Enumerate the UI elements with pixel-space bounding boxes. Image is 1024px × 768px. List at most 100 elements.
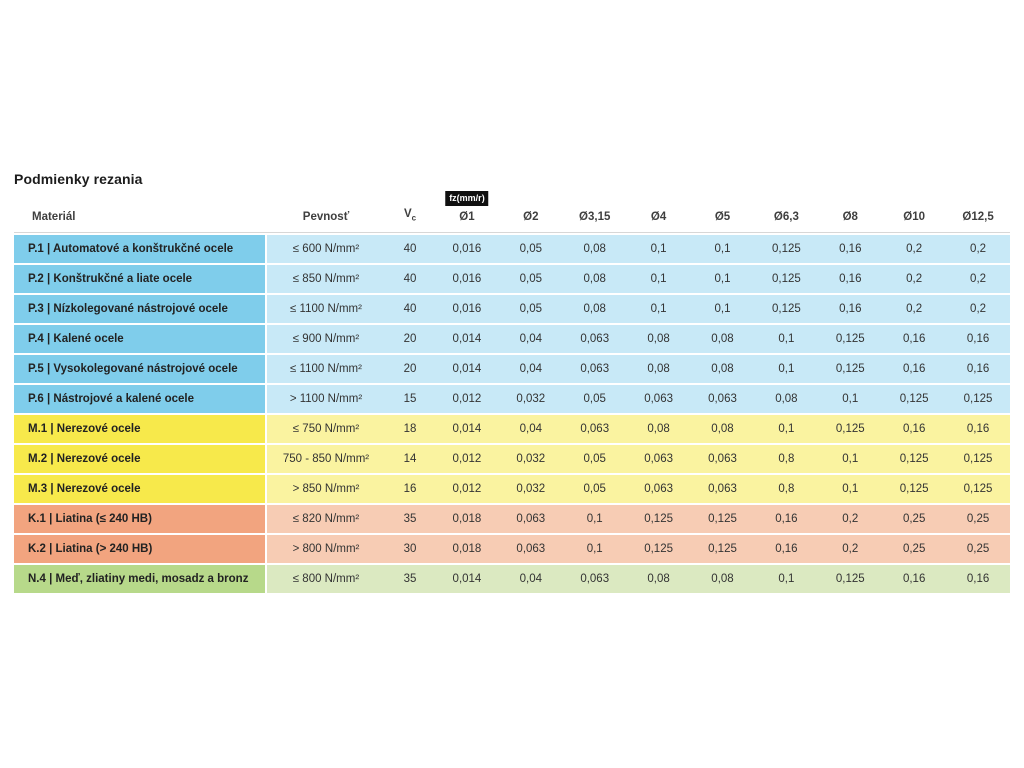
material-cell: K.2 | Liatina (> 240 HB)	[14, 535, 267, 563]
strength-cell: 750 - 850 N/mm²	[267, 445, 385, 473]
fz-value-cell: 0,04	[498, 565, 563, 593]
fz-value-cell: 0,04	[498, 355, 563, 383]
fz-value-cell: 0,125	[882, 475, 947, 503]
table-row: N.4 | Meď, zliatiny medi, mosadz a bronz…	[14, 565, 1010, 593]
fz-value-cell: 0,125	[882, 385, 947, 413]
vc-cell: 14	[385, 445, 435, 473]
fz-value-cell: 0,2	[818, 535, 883, 563]
fz-value-cell: 0,2	[882, 235, 947, 263]
fz-value-cell: 0,125	[818, 355, 883, 383]
fz-value-cell: 0,063	[562, 355, 627, 383]
fz-value-cell: 0,08	[562, 235, 627, 263]
vc-cell: 20	[385, 325, 435, 353]
strength-cell: ≤ 820 N/mm²	[267, 505, 385, 533]
fz-value-cell: 0,1	[626, 235, 691, 263]
fz-value-cell: 0,014	[435, 415, 499, 443]
fz-value-cell: 0,16	[818, 235, 883, 263]
material-cell: N.4 | Meď, zliatiny medi, mosadz a bronz	[14, 565, 267, 593]
fz-value-cell: 0,1	[626, 295, 691, 323]
fz-value-cell: 0,8	[754, 475, 819, 503]
fz-value-cell: 0,125	[946, 475, 1010, 503]
table-row: P.6 | Nástrojové a kalené ocele > 1100 N…	[14, 385, 1010, 413]
header-diameter-label: Ø5	[714, 211, 731, 223]
fz-value-cell: 0,1	[562, 505, 627, 533]
fz-value-cell: 0,1	[754, 415, 819, 443]
fz-value-cell: 0,063	[498, 535, 563, 563]
material-cell: M.1 | Nerezové ocele	[14, 415, 267, 443]
fz-value-cell: 0,018	[435, 505, 499, 533]
fz-value-cell: 0,063	[690, 475, 755, 503]
vc-cell: 40	[385, 265, 435, 293]
fz-value-cell: 0,2	[946, 295, 1010, 323]
table-row: M.1 | Nerezové ocele ≤ 750 N/mm² 18 0,01…	[14, 415, 1010, 443]
fz-value-cell: 0,25	[882, 535, 947, 563]
table-row: P.4 | Kalené ocele ≤ 900 N/mm² 20 0,014 0…	[14, 325, 1010, 353]
fz-value-cell: 0,1	[754, 565, 819, 593]
fz-value-cell: 0,08	[690, 325, 755, 353]
header-material: Materiál	[32, 211, 76, 223]
fz-value-cell: 0,063	[690, 385, 755, 413]
fz-value-cell: 0,125	[754, 295, 819, 323]
fz-value-cell: 0,032	[498, 385, 563, 413]
fz-value-cell: 0,2	[946, 235, 1010, 263]
strength-cell: > 1100 N/mm²	[267, 385, 385, 413]
fz-value-cell: 0,16	[946, 355, 1010, 383]
strength-cell: ≤ 900 N/mm²	[267, 325, 385, 353]
fz-value-cell: 0,125	[946, 445, 1010, 473]
header-diameter-label: Ø4	[650, 211, 667, 223]
fz-value-cell: 0,032	[498, 475, 563, 503]
fz-value-cell: 0,063	[690, 445, 755, 473]
fz-value-cell: 0,063	[626, 385, 691, 413]
fz-value-cell: 0,014	[435, 565, 499, 593]
page-title: Podmienky rezania	[14, 171, 143, 187]
vc-cell: 20	[385, 355, 435, 383]
fz-value-cell: 0,08	[626, 415, 691, 443]
fz-value-cell: 0,2	[946, 265, 1010, 293]
fz-value-cell: 0,012	[435, 475, 499, 503]
fz-value-cell: 0,125	[626, 505, 691, 533]
vc-cell: 30	[385, 535, 435, 563]
fz-value-cell: 0,25	[946, 505, 1010, 533]
fz-value-cell: 0,16	[882, 415, 947, 443]
header-diameter-9: Ø12,5	[946, 211, 1010, 224]
header-diameter-3: Ø3,15	[563, 211, 627, 224]
fz-value-cell: 0,05	[562, 475, 627, 503]
fz-value-cell: 0,018	[435, 535, 499, 563]
header-vc: Vc	[385, 208, 435, 224]
fz-value-cell: 0,08	[690, 355, 755, 383]
table-row: K.1 | Liatina (≤ 240 HB) ≤ 820 N/mm² 35 …	[14, 505, 1010, 533]
header-diameter-5: Ø5	[691, 211, 755, 224]
vc-cell: 35	[385, 505, 435, 533]
fz-value-cell: 0,05	[562, 385, 627, 413]
fz-value-cell: 0,05	[498, 235, 563, 263]
fz-value-cell: 0,014	[435, 325, 499, 353]
fz-value-cell: 0,8	[754, 445, 819, 473]
header-diameter-label: Ø10	[903, 211, 926, 223]
fz-value-cell: 0,063	[562, 565, 627, 593]
table-row: P.2 | Konštrukčné a liate ocele ≤ 850 N/…	[14, 265, 1010, 293]
strength-cell: ≤ 600 N/mm²	[267, 235, 385, 263]
fz-value-cell: 0,16	[882, 355, 947, 383]
fz-value-cell: 0,012	[435, 385, 499, 413]
fz-value-cell: 0,1	[754, 325, 819, 353]
fz-value-cell: 0,1	[754, 355, 819, 383]
fz-value-cell: 0,16	[818, 295, 883, 323]
fz-value-cell: 0,25	[946, 535, 1010, 563]
header-diameter-1: fz(mm/r) Ø1	[435, 191, 499, 224]
header-strength: Pevnosť	[302, 211, 350, 223]
strength-cell: ≤ 1100 N/mm²	[267, 295, 385, 323]
fz-value-cell: 0,125	[690, 535, 755, 563]
fz-value-cell: 0,16	[882, 565, 947, 593]
fz-value-cell: 0,016	[435, 235, 499, 263]
fz-value-cell: 0,08	[690, 565, 755, 593]
header-diameter-label: Ø3,15	[579, 211, 611, 223]
material-cell: P.5 | Vysokolegované nástrojové ocele	[14, 355, 267, 383]
strength-cell: > 850 N/mm²	[267, 475, 385, 503]
fz-value-cell: 0,08	[626, 565, 691, 593]
header-diameter-2: Ø2	[499, 211, 563, 224]
material-cell: P.2 | Konštrukčné a liate ocele	[14, 265, 267, 293]
table-row: P.1 | Automatové a konštrukčné ocele ≤ 6…	[14, 235, 1010, 263]
fz-value-cell: 0,063	[626, 445, 691, 473]
vc-cell: 40	[385, 235, 435, 263]
material-cell: P.6 | Nástrojové a kalené ocele	[14, 385, 267, 413]
